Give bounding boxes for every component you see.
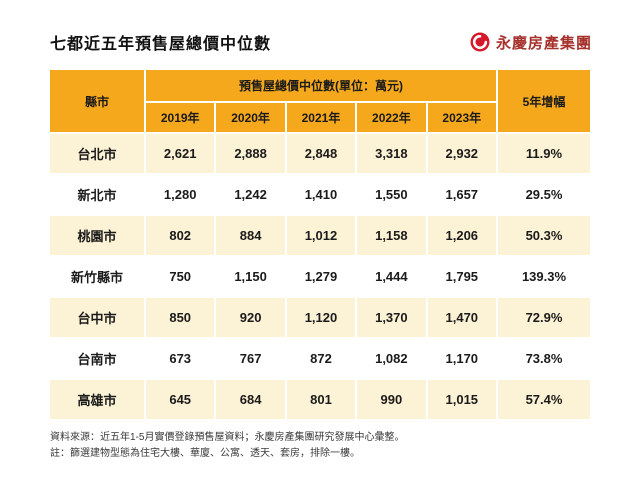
city-cell: 新北市 [50,175,144,214]
header-row-group: 縣市 預售屋總價中位數(單位：萬元) 5年增幅 [50,70,590,132]
value-cell: 1,279 [286,257,356,296]
value-cell: 673 [146,339,215,378]
table-row: 台中市 850 920 1,120 1,370 1,470 72.9% [50,298,590,337]
value-cell: 2,888 [216,134,285,173]
value-cell: 1,657 [427,175,496,214]
value-cell: 767 [216,339,285,378]
table-row: 台北市 2,621 2,888 2,848 3,318 2,932 11.9% [50,134,590,173]
brand-logo: 永慶房產集團 [470,32,592,53]
table-row: 台南市 673 767 872 1,082 1,170 73.8% [50,339,590,378]
footnotes: 資料來源：近五年1-5月實價登錄預售屋資料；永慶房產集團研究發展中心彙整。 註：… [0,421,640,461]
growth-cell: 72.9% [498,298,590,337]
table-row: 新北市 1,280 1,242 1,410 1,550 1,657 29.5% [50,175,590,214]
growth-cell: 29.5% [498,175,590,214]
value-cell: 1,795 [427,257,496,296]
col-header-city: 縣市 [50,70,144,132]
value-cell: 920 [216,298,285,337]
value-cell: 850 [146,298,215,337]
growth-cell: 139.3% [498,257,590,296]
col-header-growth: 5年增幅 [498,70,590,132]
value-cell: 2,621 [146,134,215,173]
value-cell: 1,012 [286,216,356,255]
value-cell: 2,932 [427,134,496,173]
value-cell: 801 [286,380,356,419]
value-cell: 750 [146,257,215,296]
growth-cell: 57.4% [498,380,590,419]
value-cell: 1,015 [427,380,496,419]
value-cell: 1,150 [216,257,285,296]
value-cell: 1,410 [286,175,356,214]
col-header-2021: 2021年 [286,103,356,132]
brand-name: 永慶房產集團 [495,34,592,52]
header-row-years: 2019年 2020年 2021年 2022年 2023年 [50,103,590,132]
col-header-2020: 2020年 [216,103,285,132]
growth-cell: 11.9% [498,134,590,173]
table-row: 高雄市 645 684 801 990 1,015 57.4% [50,380,590,419]
brand-circle-icon [470,32,490,52]
city-cell: 台北市 [50,134,144,173]
value-cell: 1,206 [427,216,496,255]
value-cell: 1,242 [216,175,285,214]
col-header-2023: 2023年 [427,103,496,132]
value-cell: 684 [216,380,285,419]
col-header-2022: 2022年 [357,103,426,132]
footnote-note: 註：篩選建物型態為住宅大樓、華廈、公寓、透天、套房，排除一樓。 [50,448,360,459]
table-wrap: 縣市 預售屋總價中位數(單位：萬元) 5年增幅 2019年 2020年 2021… [0,68,640,421]
city-cell: 新竹縣市 [50,257,144,296]
city-cell: 台中市 [50,298,144,337]
value-cell: 990 [357,380,426,419]
city-cell: 高雄市 [50,380,144,419]
value-cell: 1,280 [146,175,215,214]
group-header: 預售屋總價中位數(單位：萬元) [146,70,496,101]
value-cell: 1,120 [286,298,356,337]
growth-cell: 50.3% [498,216,590,255]
header: 七都近五年預售屋總價中位數 永慶房產集團 [0,0,640,68]
value-cell: 1,550 [357,175,426,214]
table-row: 新竹縣市 750 1,150 1,279 1,444 1,795 139.3% [50,257,590,296]
value-cell: 3,318 [357,134,426,173]
page-title: 七都近五年預售屋總價中位數 [50,36,272,53]
value-cell: 1,082 [357,339,426,378]
table-row: 桃園市 802 884 1,012 1,158 1,206 50.3% [50,216,590,255]
growth-cell: 73.8% [498,339,590,378]
col-header-2019: 2019年 [146,103,215,132]
value-cell: 1,470 [427,298,496,337]
city-cell: 桃園市 [50,216,144,255]
value-cell: 884 [216,216,285,255]
data-table: 縣市 預售屋總價中位數(單位：萬元) 5年增幅 2019年 2020年 2021… [48,68,592,421]
value-cell: 1,170 [427,339,496,378]
value-cell: 2,848 [286,134,356,173]
value-cell: 645 [146,380,215,419]
value-cell: 1,370 [357,298,426,337]
value-cell: 1,158 [357,216,426,255]
value-cell: 802 [146,216,215,255]
value-cell: 1,444 [357,257,426,296]
city-cell: 台南市 [50,339,144,378]
footnote-source: 資料來源：近五年1-5月實價登錄預售屋資料；永慶房產集團研究發展中心彙整。 [50,432,405,443]
value-cell: 872 [286,339,356,378]
